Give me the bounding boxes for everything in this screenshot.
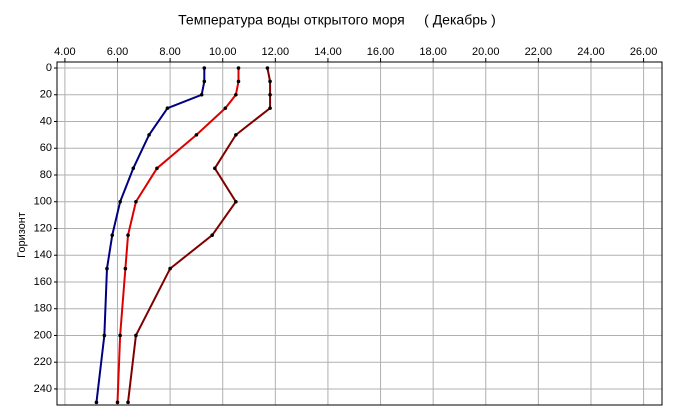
point bbox=[94, 400, 99, 405]
y-tick-label: 180 bbox=[34, 303, 52, 315]
x-tick-label: 24.00 bbox=[577, 46, 605, 58]
y-tick-label: 220 bbox=[34, 356, 52, 368]
y-tick-label: 120 bbox=[34, 222, 52, 234]
x-tick-label: 14.00 bbox=[314, 46, 342, 58]
y-tick-label: 60 bbox=[40, 142, 52, 154]
point bbox=[168, 266, 172, 271]
x-tick-label: 16.00 bbox=[367, 46, 395, 58]
point bbox=[134, 333, 138, 338]
point bbox=[265, 66, 270, 70]
y-tick-label: 240 bbox=[34, 383, 52, 395]
y-tick-label: 100 bbox=[34, 196, 52, 208]
point bbox=[115, 400, 120, 405]
point bbox=[194, 133, 199, 137]
point bbox=[213, 166, 217, 171]
y-tick-label: 0 bbox=[46, 62, 52, 74]
point bbox=[102, 333, 107, 338]
point bbox=[236, 66, 241, 70]
chart-title: Температура воды открытого моря ( Декабр… bbox=[178, 12, 496, 28]
point bbox=[199, 92, 204, 97]
y-tick-label: 200 bbox=[34, 329, 52, 341]
point bbox=[268, 106, 272, 110]
point bbox=[223, 106, 228, 110]
y-tick-label: 40 bbox=[40, 115, 52, 127]
x-tick-label: 20.00 bbox=[472, 46, 500, 58]
point bbox=[118, 333, 122, 338]
point bbox=[202, 79, 207, 84]
y-tick-label: 80 bbox=[40, 169, 52, 181]
x-tick-label: 12.00 bbox=[262, 46, 290, 58]
x-tick-label: 18.00 bbox=[419, 46, 447, 58]
point bbox=[123, 266, 128, 271]
x-tick-label: 4.00 bbox=[54, 46, 75, 58]
point bbox=[110, 233, 115, 237]
point bbox=[105, 266, 109, 271]
point bbox=[147, 133, 151, 137]
point bbox=[155, 166, 159, 171]
y-tick-label: 20 bbox=[40, 89, 52, 101]
point bbox=[126, 233, 130, 237]
x-tick-label: 26.00 bbox=[630, 46, 658, 58]
x-tick-label: 10.00 bbox=[209, 46, 237, 58]
point bbox=[126, 400, 130, 405]
point bbox=[234, 133, 238, 137]
point bbox=[234, 199, 238, 204]
point bbox=[210, 233, 214, 237]
point bbox=[202, 66, 207, 70]
point bbox=[134, 199, 138, 204]
point bbox=[118, 199, 122, 204]
point bbox=[268, 92, 272, 97]
point bbox=[165, 106, 170, 110]
point bbox=[236, 79, 241, 84]
x-tick-label: 8.00 bbox=[159, 46, 180, 58]
x-tick-label: 22.00 bbox=[525, 46, 553, 58]
point bbox=[268, 79, 272, 84]
point bbox=[234, 92, 238, 97]
y-axis-label: Горизонт bbox=[16, 212, 28, 258]
point bbox=[131, 166, 136, 171]
y-tick-label: 160 bbox=[34, 276, 52, 288]
plot-frame bbox=[56, 61, 663, 406]
y-tick-label: 140 bbox=[34, 249, 52, 261]
x-tick-label: 6.00 bbox=[107, 46, 128, 58]
